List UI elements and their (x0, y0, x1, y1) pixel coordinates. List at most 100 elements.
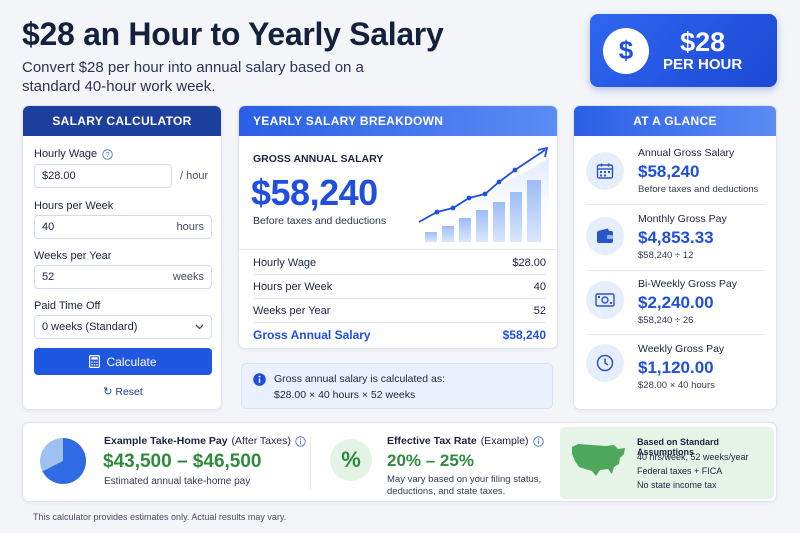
breakdown-row-total: Gross Annual Salary $58,240 (253, 328, 546, 342)
disclaimer-footer: This calculator provides estimates only.… (33, 512, 287, 522)
glance-value: $58,240 (638, 162, 700, 181)
svg-text:?: ? (106, 150, 110, 159)
breakdown-divider (239, 249, 559, 250)
takehome-title-row: Example Take-Home Pay (After Taxes) (104, 435, 306, 447)
glance-sub: $58,240 ÷ 12 (638, 250, 694, 261)
row-label: Hourly Wage (253, 257, 317, 269)
hourly-wage-value: $28.00 (42, 170, 76, 182)
info-outline-icon[interactable] (532, 435, 544, 447)
page-subtitle: Convert $28 per hour into annual salary … (22, 59, 364, 95)
breakdown-row-hours: Hours per Week 40 (253, 281, 546, 293)
hourly-wage-label-row: Hourly Wage ? (34, 148, 113, 160)
calculator-heading: SALARY CALCULATOR (23, 106, 221, 136)
paid-time-off-select[interactable]: 0 weeks (Standard) (34, 315, 212, 339)
assumption-2: Federal taxes + FICA (637, 466, 723, 476)
takehome-sub: Estimated annual take-home pay (104, 476, 251, 487)
assumption-1: 40 hrs/week, 52 weeks/year (637, 452, 749, 462)
total-value: $58,240 (502, 328, 546, 342)
total-label: Gross Annual Salary (253, 328, 371, 342)
formula-info-box: Gross annual salary is calculated as: $2… (241, 363, 553, 409)
calendar-icon (586, 152, 624, 190)
glance-value: $4,853.33 (638, 228, 714, 247)
row-divider (253, 322, 546, 323)
takehome-title: Example Take-Home Pay (104, 435, 228, 447)
gross-salary-note: Before taxes and deductions (253, 215, 387, 227)
reset-icon: ↻ (103, 386, 113, 398)
us-map-icon (572, 444, 625, 476)
clock-icon (586, 344, 624, 382)
summary-strip: Example Take-Home Pay (After Taxes) $43,… (22, 422, 777, 502)
percent-icon: % (330, 439, 372, 481)
gross-salary-label: GROSS ANNUAL SALARY (253, 153, 384, 165)
salary-calculator-card: SALARY CALCULATOR Hourly Wage ? $28.00 /… (22, 105, 222, 410)
glance-title: Weekly Gross Pay (638, 343, 725, 355)
formula-line-1: Gross annual salary is calculated as: (274, 373, 445, 385)
row-label: Hours per Week (253, 281, 333, 293)
glance-sub: $58,240 ÷ 26 (638, 315, 694, 326)
glance-title: Bi-Weekly Gross Pay (638, 278, 737, 290)
tax-title-row: Effective Tax Rate (Example) (387, 435, 544, 447)
takehome-value: $43,500 – $46,500 (103, 451, 262, 472)
glance-sub: Before taxes and deductions (638, 184, 759, 195)
weeks-per-year-input[interactable]: 52 weeks (34, 265, 212, 289)
assumption-3: No state income tax (637, 480, 717, 490)
glance-heading: AT A GLANCE (574, 106, 776, 136)
yearly-breakdown-card: YEARLY SALARY BREAKDOWN GROSS ANNUAL SAL… (238, 105, 559, 349)
page-title: $28 an Hour to Yearly Salary (22, 16, 444, 52)
breakdown-row-weeks: Weeks per Year 52 (253, 305, 546, 317)
dollar-coin-icon: $ (603, 27, 649, 74)
reset-label: Reset (115, 386, 143, 398)
breakdown-row-hourly: Hourly Wage $28.00 (253, 257, 546, 269)
cash-icon (586, 281, 624, 319)
row-divider (253, 274, 546, 275)
row-divider (253, 298, 546, 299)
takehome-qualifier: (After Taxes) (231, 435, 291, 447)
help-icon[interactable]: ? (102, 148, 113, 160)
weeks-suffix: weeks (172, 271, 204, 283)
hours-suffix: hours (176, 221, 204, 233)
glance-title: Annual Gross Salary (638, 147, 735, 159)
hourly-wage-input[interactable]: $28.00 (34, 164, 172, 188)
calculate-label: Calculate (106, 354, 157, 369)
reset-button[interactable]: ↻ Reset (23, 385, 223, 398)
row-value: 40 (533, 281, 546, 293)
glance-sub: $28.00 × 40 hours (638, 380, 715, 391)
gross-salary-value: $58,240 (251, 172, 378, 213)
row-value: 52 (533, 305, 546, 317)
paid-time-off-value: 0 weeks (Standard) (42, 321, 138, 333)
glance-divider (586, 270, 766, 271)
growth-chart-icon (399, 146, 549, 242)
formula-line-2: $28.00 × 40 hours × 52 weeks (274, 389, 416, 401)
badge-unit: PER HOUR (663, 55, 743, 73)
row-value: $28.00 (512, 257, 546, 269)
wallet-icon (586, 217, 624, 255)
tax-sub-1: May vary based on your filing status, (387, 474, 542, 485)
chevron-down-icon (195, 324, 204, 330)
info-outline-icon[interactable] (295, 435, 306, 447)
weeks-per-year-value: 52 (42, 271, 55, 283)
tax-value: 20% – 25% (387, 451, 474, 470)
tax-sub-2: deductions, and state taxes. (387, 486, 506, 497)
assumptions-panel: Based on Standard Assumptions 40 hrs/wee… (560, 427, 774, 499)
paid-time-off-label: Paid Time Off (34, 300, 101, 312)
row-label: Weeks per Year (253, 305, 331, 317)
hourly-rate-badge: $ $28 PER HOUR (590, 14, 777, 87)
hours-per-week-label: Hours per Week (34, 200, 114, 212)
breakdown-heading: YEARLY SALARY BREAKDOWN (239, 106, 557, 136)
calculate-button[interactable]: Calculate (34, 348, 212, 375)
glance-divider (586, 334, 766, 335)
tax-qualifier: (Example) (480, 435, 529, 447)
hours-per-week-value: 40 (42, 221, 55, 233)
weeks-per-year-label: Weeks per Year (34, 250, 112, 262)
pie-chart-icon (40, 438, 87, 484)
strip-divider (310, 437, 311, 489)
tax-title: Effective Tax Rate (387, 435, 477, 447)
calculator-icon (89, 355, 101, 368)
glance-divider (586, 204, 766, 205)
glance-title: Monthly Gross Pay (638, 213, 727, 225)
hourly-wage-suffix: / hour (180, 170, 209, 182)
glance-value: $1,120.00 (638, 358, 714, 377)
info-icon (253, 373, 266, 386)
hours-per-week-input[interactable]: 40 hours (34, 215, 212, 239)
glance-value: $2,240.00 (638, 293, 714, 312)
